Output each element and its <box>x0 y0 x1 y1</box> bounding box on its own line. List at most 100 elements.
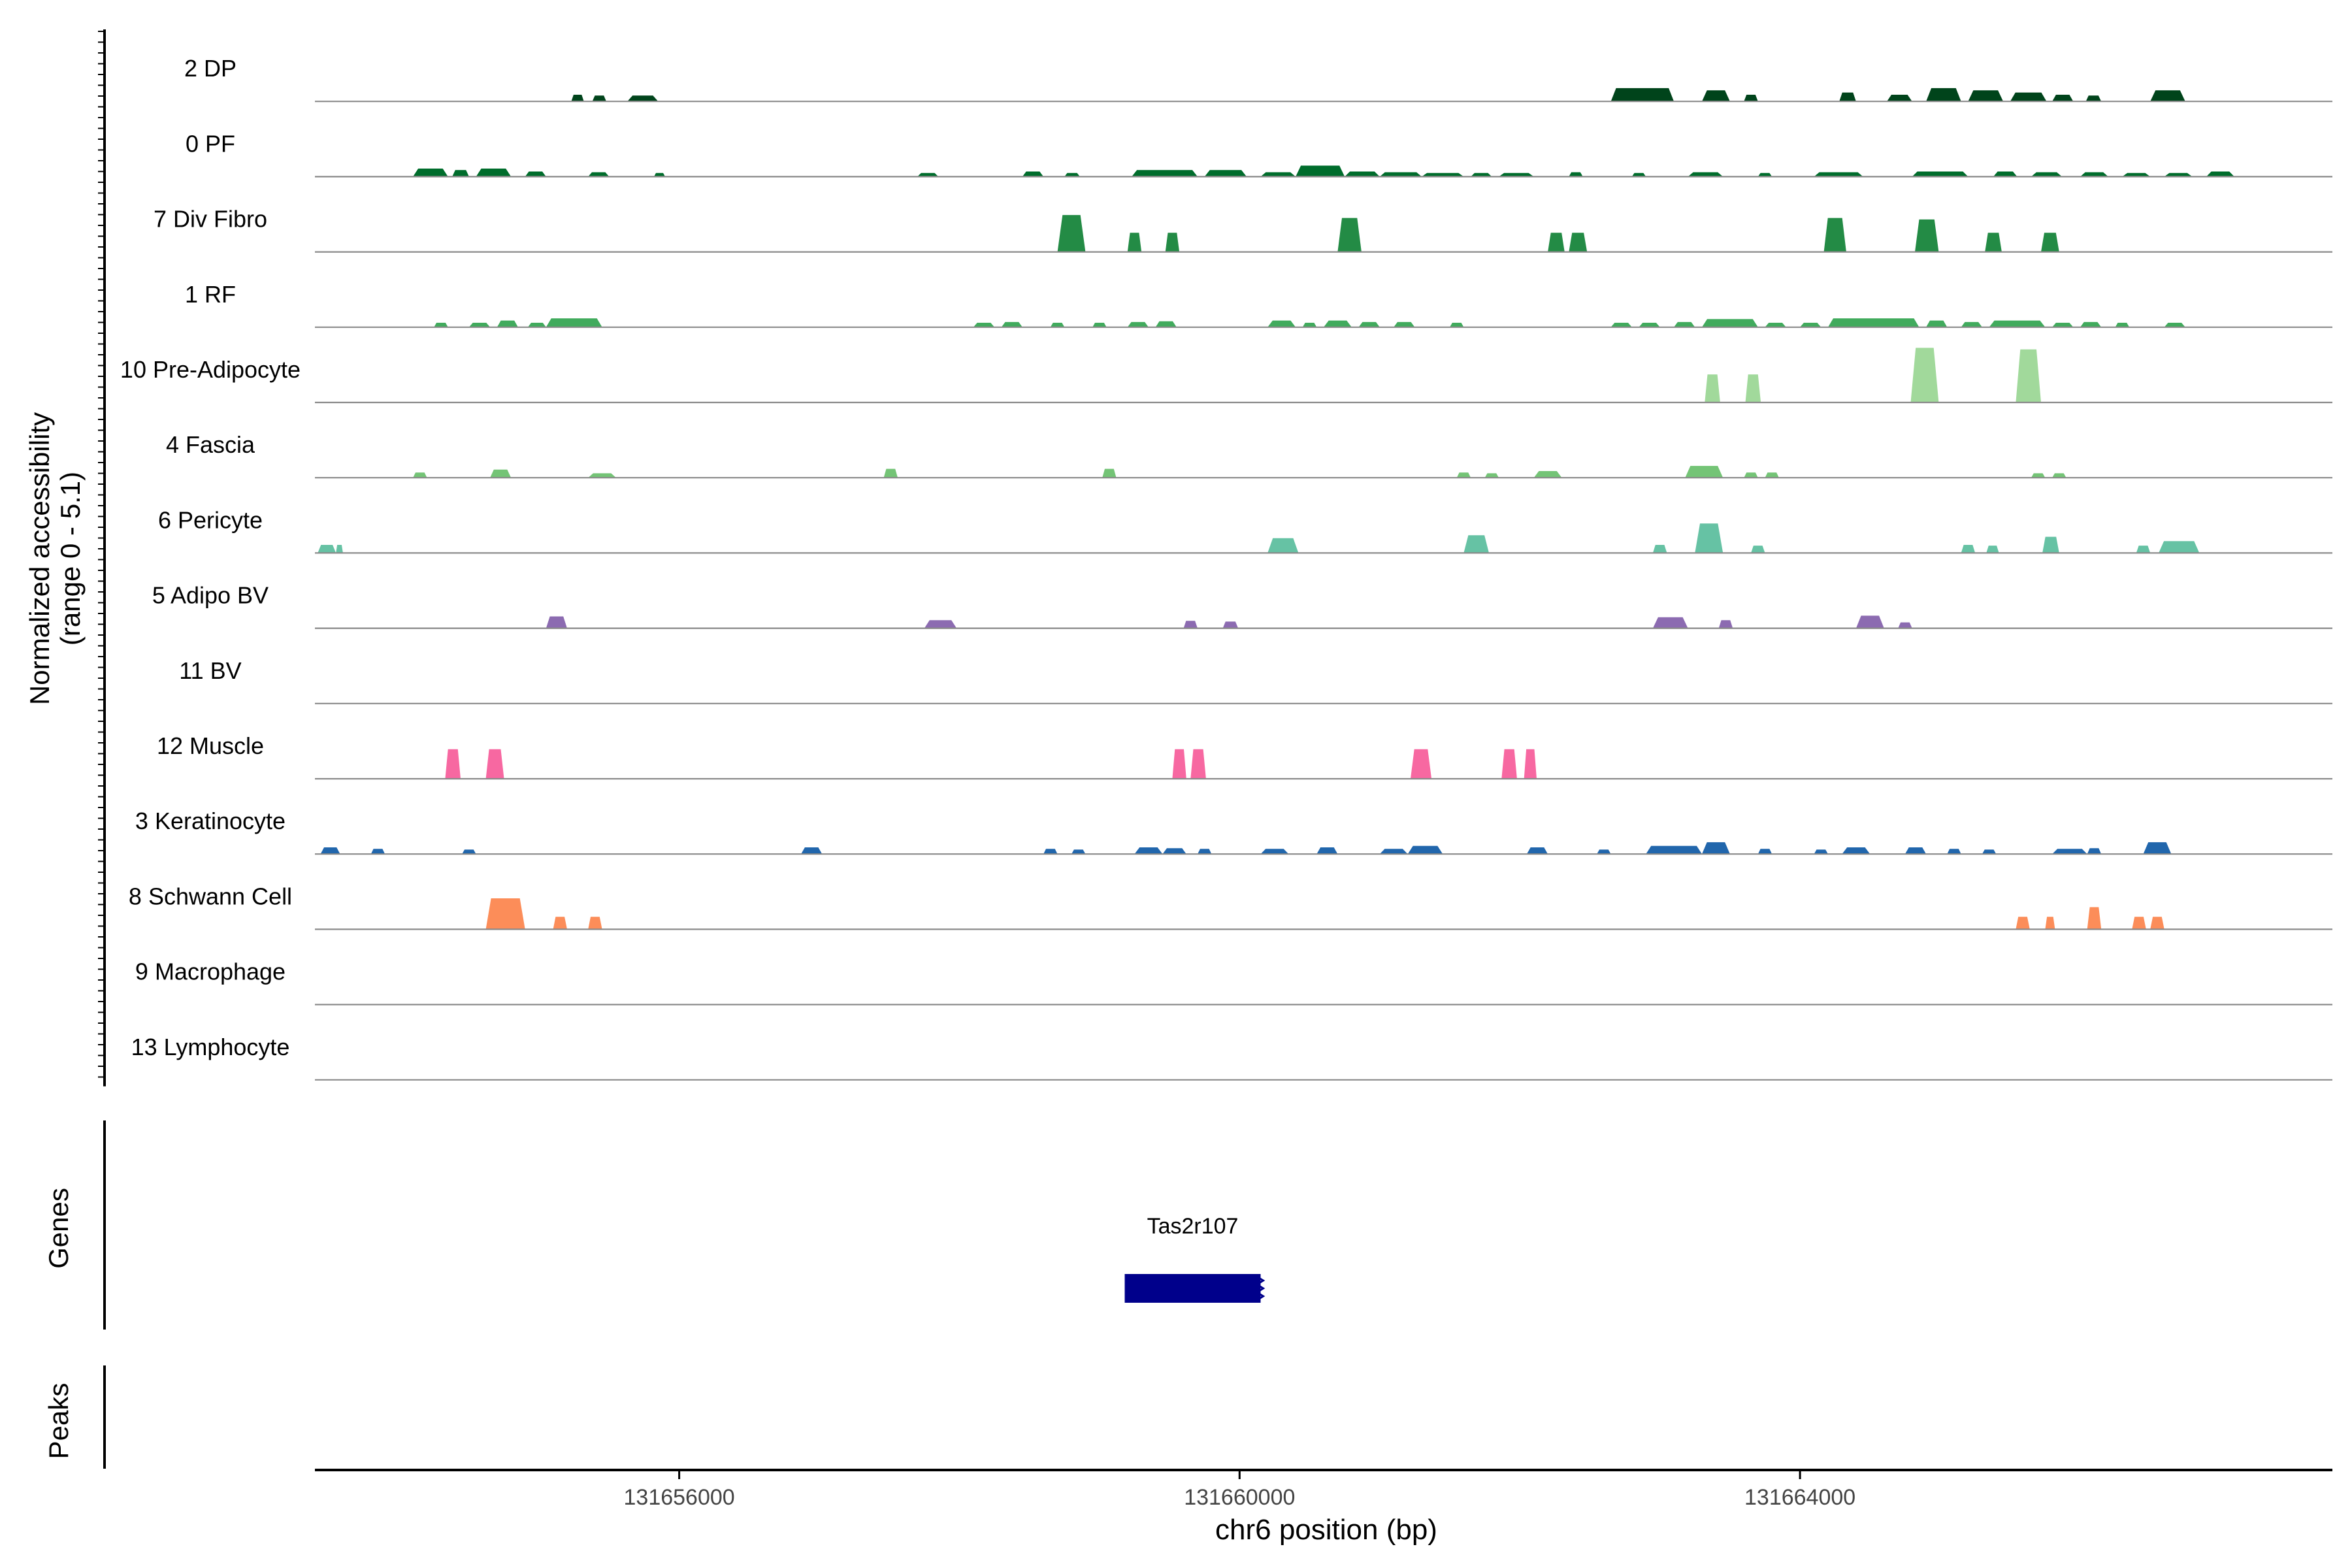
peaks-label: Peaks <box>43 1383 74 1460</box>
coverage-peak <box>2045 917 2055 930</box>
track-label: 3 Keratinocyte <box>135 808 286 834</box>
coverage-peak <box>1685 466 1723 478</box>
coverage-peak <box>1926 320 1948 327</box>
coverage-peak <box>320 847 340 855</box>
coverage-peak <box>1926 88 1961 102</box>
coverage-peak <box>588 172 610 177</box>
coverage-peak <box>1814 849 1828 855</box>
coverage-peak <box>485 749 504 779</box>
coverage-peak <box>1422 172 1464 177</box>
track-9: 11 BV <box>179 657 2332 704</box>
coverage-peak <box>1092 323 1107 327</box>
track-label: 12 Muscle <box>157 732 264 759</box>
coverage-peak <box>1102 468 1117 478</box>
coverage-peak <box>1222 621 1239 629</box>
coverage-peak <box>336 545 343 553</box>
coverage-peak <box>1165 233 1180 252</box>
coverage-peak <box>1162 848 1186 855</box>
coverage-peak <box>1132 170 1198 177</box>
coverage-peak <box>1744 472 1758 478</box>
coverage-peak <box>1828 318 1919 327</box>
coverage-peak <box>1071 849 1086 855</box>
coverage-peak <box>528 323 546 327</box>
track-label: 8 Schwann Cell <box>129 883 292 909</box>
coverage-peak <box>1057 215 1086 252</box>
coverage-peak <box>1745 374 1761 402</box>
coverage-peak <box>2031 473 2046 478</box>
coverage-peak <box>497 320 518 327</box>
track-14: 13 Lymphocyte <box>131 1034 2332 1081</box>
coverage-peak <box>370 849 385 855</box>
coverage-peak <box>1765 323 1786 327</box>
track-label: 10 Pre-Adipocyte <box>120 356 301 383</box>
coverage-peak <box>1345 171 1380 177</box>
coverage-peak <box>1260 172 1296 177</box>
coverage-peak <box>627 95 659 102</box>
coverage-peak <box>2052 849 2087 855</box>
coverage-peak <box>413 472 427 478</box>
coverage-peak <box>1947 849 1961 855</box>
x-tick-label: 131664000 <box>1744 1485 1855 1510</box>
coverage-peak <box>1961 545 1976 553</box>
coverage-peak <box>1001 321 1022 327</box>
coverage-peak <box>1411 749 1432 779</box>
coverage-peak <box>1842 847 1870 855</box>
coverage-peak <box>2016 349 2041 402</box>
coverage-peak <box>445 749 461 779</box>
strand-arrow <box>1257 1284 1266 1293</box>
track-1: 2 DP <box>184 55 2332 103</box>
coverage-peak <box>1316 847 1338 855</box>
coverage-peak <box>490 469 512 478</box>
coverage-peak <box>1337 218 1362 252</box>
coverage-peak <box>1526 847 1548 855</box>
track-4: 1 RF <box>185 281 2332 328</box>
coverage-peak <box>1064 172 1080 177</box>
coverage-peak <box>2115 323 2130 327</box>
coverage-peak <box>2087 848 2102 855</box>
track-5: 10 Pre-Adipocyte <box>120 348 2332 404</box>
coverage-peak <box>318 545 336 553</box>
coverage-peak <box>1823 218 1846 252</box>
track-7: 6 Pericyte <box>158 506 2332 554</box>
track-label: 9 Macrophage <box>135 958 286 985</box>
coverage-peak <box>1986 546 1999 553</box>
track-label: 2 DP <box>184 55 237 82</box>
track-10: 12 Muscle <box>157 732 2332 780</box>
coverage-peak <box>1887 95 1912 102</box>
coverage-peak <box>1155 321 1177 327</box>
y-axis-title-line2: (range 0 - 5.1) <box>55 472 86 645</box>
coverage-peak <box>1961 321 1982 327</box>
coverage-peak <box>588 917 602 930</box>
coverage-peak <box>2150 90 2185 102</box>
coverage-peak <box>452 170 469 177</box>
coverage-peak <box>1610 88 1674 102</box>
coverage-peak <box>973 323 995 327</box>
coverage-peak <box>1639 323 1660 327</box>
coverage-peak <box>588 473 617 478</box>
coverage-peak <box>1652 545 1667 553</box>
coverage-peak <box>434 323 448 327</box>
genes-track: Tas2r107 <box>103 1120 1266 1330</box>
coverage-peak <box>553 917 567 930</box>
track-label: 5 Adipo BV <box>152 582 269 609</box>
track-13: 9 Macrophage <box>135 958 2332 1005</box>
coverage-peak <box>1631 172 1646 177</box>
coverage-peak <box>2143 842 2172 855</box>
coverage-peak <box>2132 917 2146 930</box>
coverage-tracks: 2 DP 0 PF 7 Div Fibro 1 RF 10 Pre-Adipocyte 4… <box>98 29 2332 1086</box>
coverage-peak <box>1260 849 1289 855</box>
coverage-peak <box>1484 473 1499 478</box>
coverage-peak <box>468 323 491 327</box>
coverage-peak <box>1324 320 1352 327</box>
coverage-peak <box>1198 849 1212 855</box>
coverage-peak <box>1652 617 1688 629</box>
coverage-peak <box>1985 233 2002 252</box>
coverage-peak <box>924 620 957 629</box>
track-3: 7 Div Fibro <box>154 206 2332 253</box>
genes-label: Genes <box>43 1188 74 1269</box>
coverage-peak <box>2159 541 2200 553</box>
coverage-peak <box>1501 749 1517 779</box>
coverage-peak <box>1548 233 1565 252</box>
gene-label: Tas2r107 <box>1147 1214 1239 1239</box>
coverage-peak <box>1744 95 1758 102</box>
